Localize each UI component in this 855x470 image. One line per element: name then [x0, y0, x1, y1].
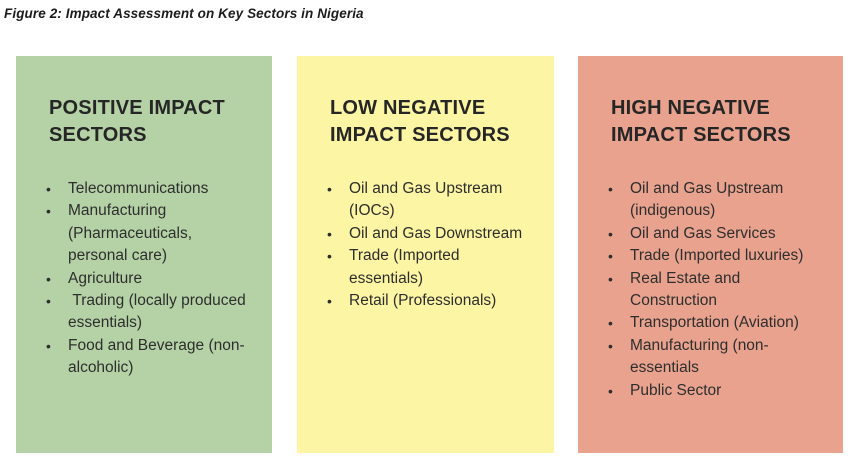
- sector-name: Oil and Gas Upstream (indigenous): [630, 180, 788, 220]
- list-item: • Oil and Gas Services: [606, 223, 823, 245]
- panel-positive-title: POSITIVE IMPACT SECTORS: [49, 97, 225, 146]
- sector-name: Oil and Gas Downstream: [349, 224, 523, 242]
- bullet-icon: •: [327, 293, 332, 310]
- figure-title: Figure 2: Impact Assessment on Key Secto…: [4, 6, 364, 21]
- list-item: • Oil and Gas Upstream (IOCs): [325, 178, 534, 223]
- bullet-icon: •: [46, 270, 51, 287]
- sector-name: Food and Beverage (non-alcoholic): [68, 336, 245, 377]
- sector-name: Telecommunications: [68, 180, 209, 197]
- panel-low-negative-impact: LOW NEGATIVE IMPACT SECTORS • Oil and Gas…: [297, 56, 554, 453]
- bullet-icon: •: [608, 181, 613, 197]
- bullet-icon: •: [608, 248, 613, 265]
- list-item: • Trade (Imported luxuries): [606, 245, 823, 267]
- list-item: • Telecommunications: [44, 178, 252, 200]
- sector-name: Manufacturing (Pharmaceuticals, personal…: [68, 202, 197, 265]
- list-item: • Trade (Imported essentials): [325, 245, 534, 290]
- bullet-icon: •: [608, 225, 613, 242]
- bullet-icon: •: [608, 337, 613, 354]
- list-item: • Transportation (Aviation): [606, 312, 823, 334]
- list-item: • Real Estate and Construction: [606, 268, 823, 313]
- high-negative-sector-list: • Oil and Gas Upstream (indigenous) • Oil …: [606, 178, 823, 402]
- bullet-icon: •: [327, 181, 332, 197]
- bullet-icon: •: [46, 181, 51, 197]
- sector-name: Agriculture: [68, 269, 143, 287]
- sector-name: Trade (Imported essentials): [349, 247, 464, 287]
- list-item: • Trading (locally produced essentials): [44, 290, 252, 335]
- panel-positive-impact: POSITIVE IMPACT SECTORS • Telecommunicati…: [16, 56, 272, 453]
- bullet-icon: •: [327, 225, 332, 242]
- bullet-icon: •: [608, 382, 613, 399]
- bullet-icon: •: [46, 337, 51, 354]
- sector-name: Manufacturing (non-essentials: [630, 336, 769, 377]
- bullet-icon: •: [327, 248, 332, 265]
- sector-name: Oil and Gas Upstream (IOCs): [349, 180, 507, 220]
- sector-name: Real Estate and Construction: [630, 269, 745, 310]
- list-item: • Manufacturing (Pharmaceuticals, persona…: [44, 200, 252, 267]
- panel-high-negative-impact: HIGH NEGATIVE IMPACT SECTORS • Oil and Ga…: [578, 56, 843, 453]
- sector-name: Transportation (Aviation): [630, 314, 799, 332]
- bullet-icon: •: [608, 270, 613, 287]
- bullet-icon: •: [46, 293, 51, 310]
- list-item: • Agriculture: [44, 268, 252, 290]
- bullet-icon: •: [608, 315, 613, 332]
- impact-panels: POSITIVE IMPACT SECTORS • Telecommunicati…: [16, 56, 843, 453]
- low-negative-sector-list: • Oil and Gas Upstream (IOCs) • Oil and Ga…: [325, 178, 534, 312]
- panel-high-negative-title: HIGH NEGATIVE IMPACT SECTORS: [611, 97, 791, 146]
- bullet-icon: •: [46, 203, 51, 220]
- sector-name: Trading (locally produced essentials): [68, 292, 251, 332]
- list-item: • Oil and Gas Upstream (indigenous): [606, 178, 823, 223]
- positive-sector-list: • Telecommunications • Manufacturing (Phar…: [44, 178, 252, 380]
- list-item: • Public Sector: [606, 380, 823, 402]
- list-item: • Retail (Professionals): [325, 290, 534, 312]
- sector-name: Retail (Professionals): [349, 292, 497, 310]
- list-item: • Food and Beverage (non-alcoholic): [44, 335, 252, 380]
- sector-name: Public Sector: [630, 381, 722, 399]
- list-item: • Oil and Gas Downstream: [325, 223, 534, 245]
- sector-name: Oil and Gas Services: [630, 224, 776, 242]
- list-item: • Manufacturing (non-essentials: [606, 335, 823, 380]
- panel-low-negative-title: LOW NEGATIVE IMPACT SECTORS: [330, 97, 510, 146]
- sector-name: Trade (Imported luxuries): [630, 247, 804, 265]
